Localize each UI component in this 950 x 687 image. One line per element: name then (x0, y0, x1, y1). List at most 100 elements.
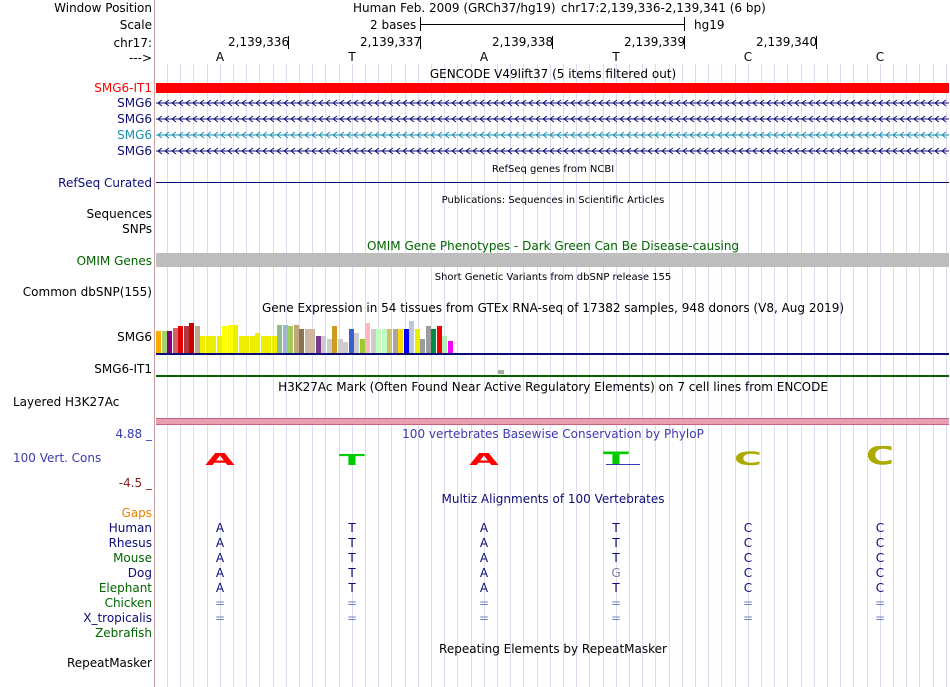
gtex-tissue-bar[interactable] (431, 329, 436, 353)
publications-label[interactable]: Sequences (86, 207, 152, 221)
gtex-tissue-bar[interactable] (239, 336, 244, 353)
gtex-tissue-bar[interactable] (261, 336, 266, 353)
h3k27ac-bar[interactable] (156, 418, 949, 425)
gtex-tissue-bar[interactable] (277, 325, 282, 353)
multiz-species-label[interactable]: Zebrafish (95, 626, 152, 640)
gtex-tissue-bar[interactable] (305, 329, 310, 353)
gtex-tissue-bar[interactable] (222, 326, 227, 353)
gtex-smg6-it1-mark[interactable] (498, 370, 504, 374)
multiz-species-label[interactable]: X_tropicalis (83, 611, 152, 625)
gencode-item-arrows[interactable] (156, 97, 949, 109)
gtex-tissue-bar[interactable] (178, 326, 183, 353)
gtex-tissue-bar[interactable] (288, 326, 293, 353)
gtex-tissue-bar[interactable] (437, 326, 442, 353)
gtex-tissue-bar[interactable] (404, 329, 409, 353)
gtex-tissue-bar[interactable] (321, 336, 326, 353)
omim-label[interactable]: OMIM Genes (76, 254, 152, 268)
gtex-tissue-bar[interactable] (365, 323, 370, 353)
gtex-tissue-bar[interactable] (217, 336, 222, 353)
gtex-tissue-bar[interactable] (228, 325, 233, 353)
gtex-tissue-bar[interactable] (316, 336, 321, 353)
dbsnp-label[interactable]: Common dbSNP(155) (22, 285, 152, 299)
gtex-gene-smg6-it1[interactable]: SMG6-IT1 (94, 362, 152, 376)
gtex-tissue-bar[interactable] (266, 336, 271, 353)
gtex-tissue-bar[interactable] (376, 329, 381, 353)
omim-bar[interactable] (156, 253, 949, 267)
gtex-tissue-bar[interactable] (250, 336, 255, 353)
gtex-tissue-bar[interactable] (349, 329, 354, 353)
gencode-item-arrows[interactable] (156, 129, 949, 141)
gencode-item-arrows[interactable] (156, 113, 949, 125)
refseq-line[interactable] (156, 182, 949, 183)
gtex-tissue-bar[interactable] (184, 326, 189, 353)
gtex-tissue-bar[interactable] (173, 328, 178, 353)
multiz-species-label[interactable]: Human (108, 521, 152, 535)
multiz-base: C (743, 536, 753, 550)
phylop-letter[interactable]: C (858, 441, 902, 471)
multiz-species-label[interactable]: Chicken (104, 596, 152, 610)
gencode-item-label[interactable]: SMG6 (117, 128, 152, 142)
gencode-item-bar[interactable] (156, 83, 949, 93)
gtex-tissue-bar[interactable] (283, 325, 288, 353)
multiz-base: C (875, 536, 885, 550)
multiz-species-label[interactable]: Dog (127, 566, 152, 580)
phylop-label[interactable]: 100 Vert. Cons (13, 451, 102, 465)
snps-label[interactable]: SNPs (122, 222, 152, 236)
gtex-tissue-bar[interactable] (332, 326, 337, 353)
gtex-tissue-bar[interactable] (393, 329, 398, 353)
gtex-tissue-bar[interactable] (354, 333, 359, 353)
gtex-tissue-bar[interactable] (167, 331, 172, 353)
gtex-tissue-bar[interactable] (409, 321, 414, 353)
gencode-item-label[interactable]: SMG6 (117, 112, 152, 126)
multiz-base: = (610, 611, 622, 625)
h3k27ac-label[interactable]: Layered H3K27Ac (13, 395, 120, 409)
gtex-tissue-bar[interactable] (156, 331, 161, 353)
gtex-gene-smg6[interactable]: SMG6 (117, 330, 152, 344)
multiz-species-label[interactable]: Rhesus (108, 536, 152, 550)
gtex-tissue-bar[interactable] (448, 341, 453, 353)
gtex-tissue-bar[interactable] (294, 325, 299, 353)
gtex-tissue-bar[interactable] (360, 339, 365, 353)
gtex-tissue-bar[interactable] (244, 336, 249, 353)
scale-db: hg19 (694, 18, 725, 32)
gtex-tissue-bar[interactable] (189, 323, 194, 353)
multiz-species-label[interactable]: Elephant (98, 581, 152, 595)
gtex-tissue-bar[interactable] (420, 339, 425, 353)
phylop-letter[interactable]: T (330, 451, 374, 469)
gtex-tissue-bar[interactable] (195, 326, 200, 353)
gtex-tissue-bar[interactable] (162, 331, 167, 353)
gtex-tissue-bar[interactable] (206, 336, 211, 353)
gtex-tissue-bar[interactable] (211, 336, 216, 353)
gtex-smg6-it1-line[interactable] (156, 375, 949, 377)
phylop-zero-line (606, 464, 640, 465)
repeatmasker-label[interactable]: RepeatMasker (66, 656, 152, 670)
gencode-item-label[interactable]: SMG6 (117, 96, 152, 110)
gtex-tissue-bar[interactable] (398, 329, 403, 353)
gtex-tissue-bar[interactable] (310, 329, 315, 353)
gtex-tissue-bar[interactable] (272, 336, 277, 353)
gtex-tissue-bar[interactable] (338, 339, 343, 353)
gencode-item-arrows[interactable] (156, 145, 949, 157)
gtex-tissue-bar[interactable] (382, 329, 387, 353)
multiz-gaps-label[interactable]: Gaps (121, 506, 152, 520)
gtex-tissue-bar[interactable] (299, 329, 304, 353)
gtex-tissue-bar[interactable] (371, 329, 376, 353)
phylop-letter[interactable]: A (462, 450, 506, 469)
phylop-letter[interactable]: A (198, 450, 242, 469)
gtex-tissue-bar[interactable] (233, 325, 238, 353)
phylop-letter[interactable]: C (726, 448, 770, 470)
multiz-base: = (874, 611, 886, 625)
refseq-label[interactable]: RefSeq Curated (58, 176, 152, 190)
gtex-tissue-bar[interactable] (343, 342, 348, 353)
gtex-tissue-bar[interactable] (327, 339, 332, 353)
gtex-tissue-bar[interactable] (255, 333, 260, 353)
gtex-smg6-line[interactable] (156, 353, 949, 355)
gtex-tissue-bar[interactable] (200, 336, 205, 353)
gtex-tissue-bar[interactable] (387, 329, 392, 353)
gencode-item-label[interactable]: SMG6-IT1 (94, 81, 152, 95)
gtex-tissue-bar[interactable] (442, 336, 447, 353)
multiz-species-label[interactable]: Mouse (113, 551, 152, 565)
gencode-item-label[interactable]: SMG6 (117, 144, 152, 158)
gtex-tissue-bar[interactable] (415, 329, 420, 353)
gtex-tissue-bar[interactable] (426, 326, 431, 353)
